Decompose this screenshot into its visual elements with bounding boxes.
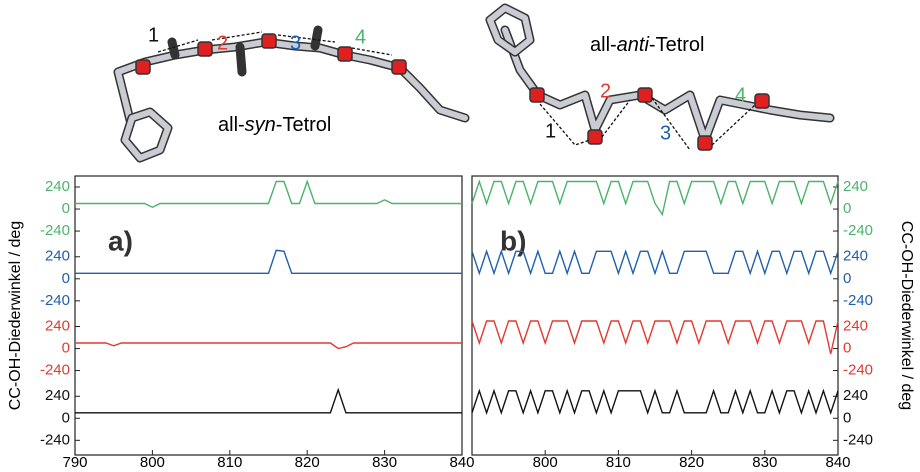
title-part: all- bbox=[590, 34, 617, 56]
y-tick-label: 0 bbox=[843, 340, 851, 357]
y-tick-label: 0 bbox=[62, 270, 70, 287]
y-tick-label: -240 bbox=[40, 222, 70, 239]
x-tick-label: 800 bbox=[140, 454, 165, 471]
y-tick-label: -240 bbox=[40, 431, 70, 448]
title-part: all- bbox=[218, 114, 245, 136]
y-tick-label: 0 bbox=[62, 409, 70, 426]
series-line bbox=[75, 182, 462, 208]
series-name: 1 bbox=[545, 120, 556, 142]
series-line bbox=[75, 343, 462, 349]
x-tick-label: 830 bbox=[372, 454, 397, 471]
x-tick-label: 830 bbox=[752, 454, 777, 471]
x-tick-label: 810 bbox=[217, 454, 242, 471]
y-tick-label: 240 bbox=[45, 317, 70, 334]
y-tick-label: 240 bbox=[843, 178, 868, 195]
x-tick-label: 820 bbox=[295, 454, 320, 471]
x-tick-label: 840 bbox=[825, 454, 850, 471]
x-tick-label: 840 bbox=[449, 454, 474, 471]
y-tick-label: -240 bbox=[843, 362, 873, 379]
series-line bbox=[472, 182, 838, 215]
y-tick-label: -240 bbox=[843, 292, 873, 309]
series-name: 3 bbox=[290, 32, 301, 54]
y-tick-label: 240 bbox=[45, 387, 70, 404]
series-line bbox=[472, 391, 838, 413]
series-line bbox=[75, 250, 462, 273]
title-part: anti bbox=[617, 34, 650, 56]
title-part: -Tetrol bbox=[276, 114, 332, 136]
y-tick-label: 0 bbox=[843, 200, 851, 217]
y-tick-label: 240 bbox=[45, 248, 70, 265]
figure: all-syn-TetrolCC-OH-Diederwinkel / dega)… bbox=[0, 0, 920, 472]
y-tick-label: 0 bbox=[843, 409, 851, 426]
series-name: 1 bbox=[148, 24, 159, 46]
title-part: syn bbox=[245, 114, 276, 136]
y-tick-label: 0 bbox=[62, 200, 70, 217]
y-axis-label: CC-OH-Diederwinkel / deg bbox=[7, 221, 24, 410]
x-tick-label: 820 bbox=[679, 454, 704, 471]
series-name: 2 bbox=[217, 32, 228, 54]
title-part: -Tetrol bbox=[649, 34, 705, 56]
y-tick-label: 240 bbox=[843, 248, 868, 265]
y-tick-label: -240 bbox=[843, 222, 873, 239]
x-tick-label: 800 bbox=[533, 454, 558, 471]
series-name: 4 bbox=[735, 84, 746, 106]
y-axis-label: CC-OH-Diederwinkel / deg bbox=[898, 221, 915, 410]
y-tick-label: 240 bbox=[843, 317, 868, 334]
y-tick-label: -240 bbox=[40, 292, 70, 309]
series-line bbox=[75, 390, 462, 413]
series-line bbox=[472, 321, 838, 354]
y-tick-label: 240 bbox=[843, 387, 868, 404]
molecule-title: all-anti-Tetrol bbox=[590, 34, 705, 56]
panel-label: a) bbox=[108, 225, 133, 256]
y-tick-label: 0 bbox=[843, 270, 851, 287]
plot-frame bbox=[472, 176, 838, 455]
y-tick-label: 240 bbox=[45, 178, 70, 195]
series-line bbox=[472, 251, 838, 273]
x-tick-label: 790 bbox=[62, 454, 87, 471]
x-tick-label: 810 bbox=[606, 454, 631, 471]
series-name: 4 bbox=[355, 26, 366, 48]
series-name: 3 bbox=[660, 122, 671, 144]
y-tick-label: 0 bbox=[62, 340, 70, 357]
molecule-title: all-syn-Tetrol bbox=[218, 114, 331, 136]
series-name: 2 bbox=[600, 80, 611, 102]
y-tick-label: -240 bbox=[843, 431, 873, 448]
y-tick-label: -240 bbox=[40, 362, 70, 379]
